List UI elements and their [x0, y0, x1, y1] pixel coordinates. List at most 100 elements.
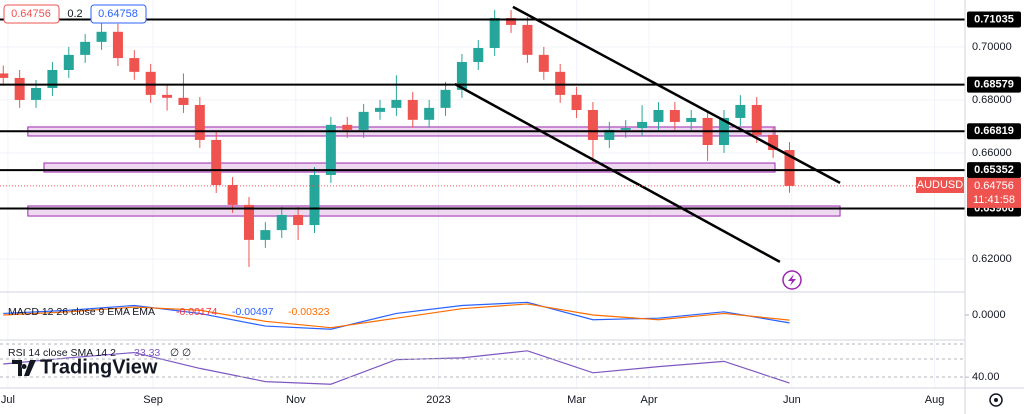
logo-mark [12, 360, 36, 376]
spread: 0.2 [67, 8, 82, 20]
candle-body [424, 107, 435, 120]
zone [27, 205, 841, 217]
candle-body [522, 24, 533, 55]
level-label: 0.68579 [974, 78, 1014, 90]
candle-body [555, 71, 566, 95]
rsi-sma: ∅ [170, 347, 179, 359]
candle-body [735, 104, 746, 118]
y-tick-label: 0.66000 [972, 147, 1012, 159]
bid-box[interactable] [3, 4, 60, 24]
ask: 0.64758 [98, 8, 138, 20]
candle-body [620, 128, 631, 130]
rsi-sma: ∅ [182, 347, 191, 359]
candle-body [407, 99, 418, 120]
candle-body [506, 18, 517, 25]
macd-signal-value: -0.00323 [288, 306, 330, 318]
candle-body [489, 18, 500, 48]
candle-body [227, 185, 238, 205]
last-price: 0.64756 [974, 180, 1014, 192]
candle-body [211, 139, 222, 186]
x-tick-label: Sep [143, 394, 163, 406]
candle-body [587, 110, 598, 140]
candle-body [96, 31, 107, 42]
rsi-title: RSI 14 close SMA 14 2 [8, 347, 116, 359]
settings-icon[interactable] [989, 393, 1003, 407]
ask-box[interactable] [90, 4, 147, 24]
candle-body [162, 94, 173, 98]
y-tick-label: 0.70000 [972, 41, 1012, 53]
x-tick-label: Mar [567, 394, 586, 406]
level-label: 0.65352 [974, 164, 1014, 176]
macd-hist-value: -0.00174 [176, 306, 218, 318]
level-label-box [967, 123, 1021, 140]
plot [0, 5, 965, 385]
candle-body [751, 104, 762, 135]
candle-body [178, 97, 189, 105]
last-price-box [967, 177, 1021, 208]
macd-value: -0.00497 [232, 306, 274, 318]
candle-body [31, 88, 42, 100]
candle-body [637, 121, 648, 129]
rsi-value: 33.33 [134, 347, 160, 359]
candle-body [145, 71, 156, 95]
candle-body [669, 110, 680, 122]
candle-body [129, 58, 140, 72]
trendline [454, 82, 781, 263]
candle-body [260, 230, 271, 240]
symbol-box [916, 177, 964, 193]
candle-body [342, 124, 353, 130]
indicator-line [3, 350, 790, 385]
indicator-line [3, 301, 790, 330]
candle-body [14, 77, 25, 100]
candle-body [686, 117, 697, 122]
level-label-box [967, 11, 1021, 28]
candle-body [0, 73, 9, 78]
level-label: 0.66819 [974, 125, 1014, 137]
y-tick-label: 40.00 [972, 371, 1000, 383]
candle-body [309, 174, 320, 226]
candle-body [358, 111, 369, 130]
bid: 0.64756 [11, 8, 51, 20]
x-tick-label: 2023 [426, 394, 450, 406]
y-tick-label: 0.62000 [972, 253, 1012, 265]
x-tick-label: Jul [1, 394, 15, 406]
candle-body [784, 150, 795, 186]
x-tick-label: Aug [925, 394, 945, 406]
candle-body [440, 89, 451, 108]
level-label-box [967, 162, 1021, 179]
level-label-box [967, 76, 1021, 93]
level-label: 0.71035 [974, 13, 1014, 25]
candle-body [276, 214, 287, 231]
alert-icon-bolt [788, 274, 796, 286]
candle-body [47, 69, 58, 89]
x-tick-label: Jun [783, 394, 801, 406]
indicator-line [3, 303, 790, 329]
countdown: 11:41:58 [973, 194, 1015, 206]
macd-title: MACD 12 26 close 9 EMA EMA [8, 306, 155, 318]
candle-body [243, 204, 254, 240]
candle-body [391, 99, 402, 108]
candle-body [604, 129, 615, 140]
candle-body [194, 104, 205, 140]
candle-body [80, 41, 91, 55]
candle-body [375, 107, 386, 112]
logo: TradingView [40, 356, 158, 378]
x-tick-label: Nov [286, 394, 306, 406]
candle-body [768, 134, 779, 151]
candle-body [538, 54, 549, 72]
x-tick-label: Apr [641, 394, 658, 406]
zone [43, 162, 776, 173]
trendline [512, 5, 841, 185]
candle-body [112, 31, 123, 59]
settings-icon-dot [994, 398, 998, 402]
candle-body [325, 124, 336, 175]
candle-body [63, 54, 74, 70]
y-tick-label: 0.0000 [972, 309, 1006, 321]
candle-body [473, 47, 484, 63]
symbol: AUDUSD [917, 179, 964, 191]
candle-body [456, 62, 467, 90]
candle-body [653, 110, 664, 122]
